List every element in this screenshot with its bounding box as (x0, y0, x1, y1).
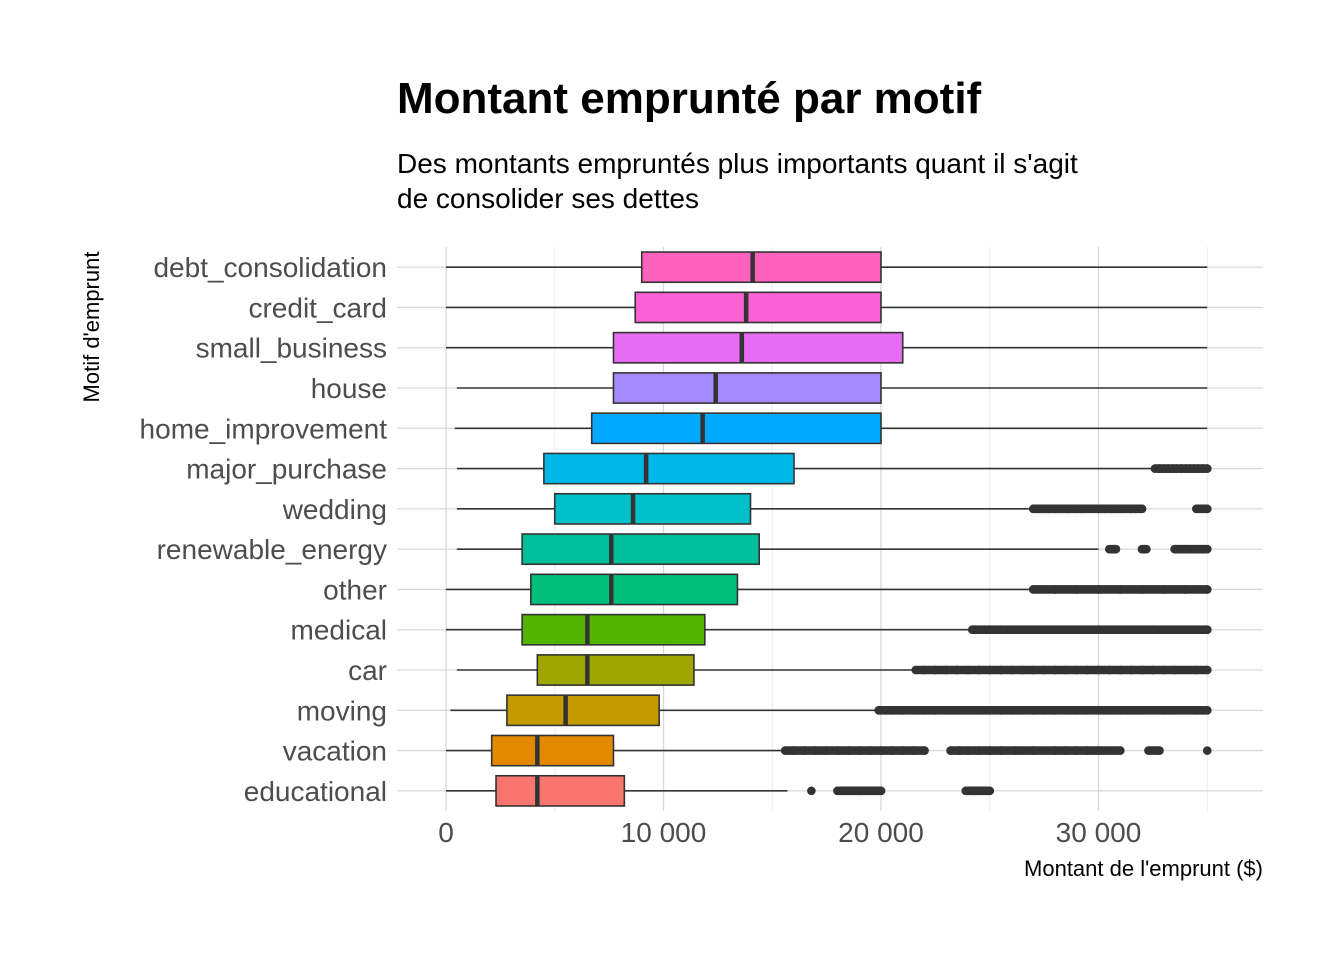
y-tick-label: credit_card (248, 292, 387, 323)
y-tick-label: wedding (282, 494, 387, 525)
box (553, 492, 752, 525)
y-tick-label: major_purchase (186, 454, 387, 485)
y-tick-label: moving (297, 695, 387, 726)
x-axis-title: Montant de l'emprunt ($) (1024, 856, 1263, 881)
y-tick-label: vacation (283, 736, 387, 767)
y-tick-label: medical (291, 615, 387, 646)
outlier-point (920, 746, 929, 755)
box (536, 654, 695, 686)
x-tick-label: 20 000 (838, 817, 924, 848)
x-tick-label: 30 000 (1056, 817, 1142, 848)
box (612, 331, 904, 364)
outlier-point (1202, 504, 1212, 514)
outlier-point (807, 786, 816, 796)
outlier-point (1111, 544, 1121, 554)
y-tick-label: debt_consolidation (153, 252, 387, 283)
box (612, 372, 882, 404)
box (530, 573, 739, 606)
box (506, 694, 660, 727)
y-tick-label: car (348, 655, 387, 686)
outlier-point (985, 786, 995, 796)
box (495, 774, 626, 807)
y-tick-label: house (311, 373, 387, 404)
outlier-point (1202, 544, 1212, 554)
x-tick-label: 0 (438, 817, 454, 848)
outlier-point (1202, 625, 1212, 635)
y-axis-title: Motif d'emprunt (79, 252, 104, 403)
box (640, 251, 882, 284)
boxes (446, 251, 1212, 807)
box (521, 613, 706, 646)
box (634, 291, 882, 324)
outlier-point (1155, 746, 1164, 755)
y-tick-label: educational (244, 776, 387, 807)
outlier-point (1202, 746, 1212, 755)
grid (397, 247, 1263, 811)
subtitle-line-2: de consolider ses dettes (397, 183, 699, 214)
outlier-point (1202, 665, 1212, 675)
outlier-point (1142, 544, 1151, 554)
axis-labels: 0 10 000 20 000 30 000 debt_consolidationcre… (140, 252, 1142, 848)
box (590, 412, 882, 445)
y-tick-label: other (323, 574, 387, 605)
x-tick-label: 10 000 (621, 817, 707, 848)
outlier-point (1115, 746, 1125, 755)
y-tick-label: small_business (196, 333, 387, 364)
subtitle-line-1: Des montants empruntés plus importants q… (397, 148, 1078, 179)
outlier-point (1137, 504, 1147, 514)
box (490, 734, 615, 767)
y-tick-label: renewable_energy (157, 534, 387, 565)
y-tick-label: home_improvement (140, 413, 388, 444)
outlier-point (876, 786, 886, 796)
chart-title: Montant emprunté par motif (397, 74, 982, 123)
outlier-point (1202, 464, 1212, 473)
outlier-point (1202, 585, 1212, 594)
box (521, 533, 760, 566)
outlier-point (1202, 705, 1212, 715)
box (543, 452, 795, 485)
chart-subtitle: Des montants empruntés plus importants q… (397, 146, 1217, 216)
